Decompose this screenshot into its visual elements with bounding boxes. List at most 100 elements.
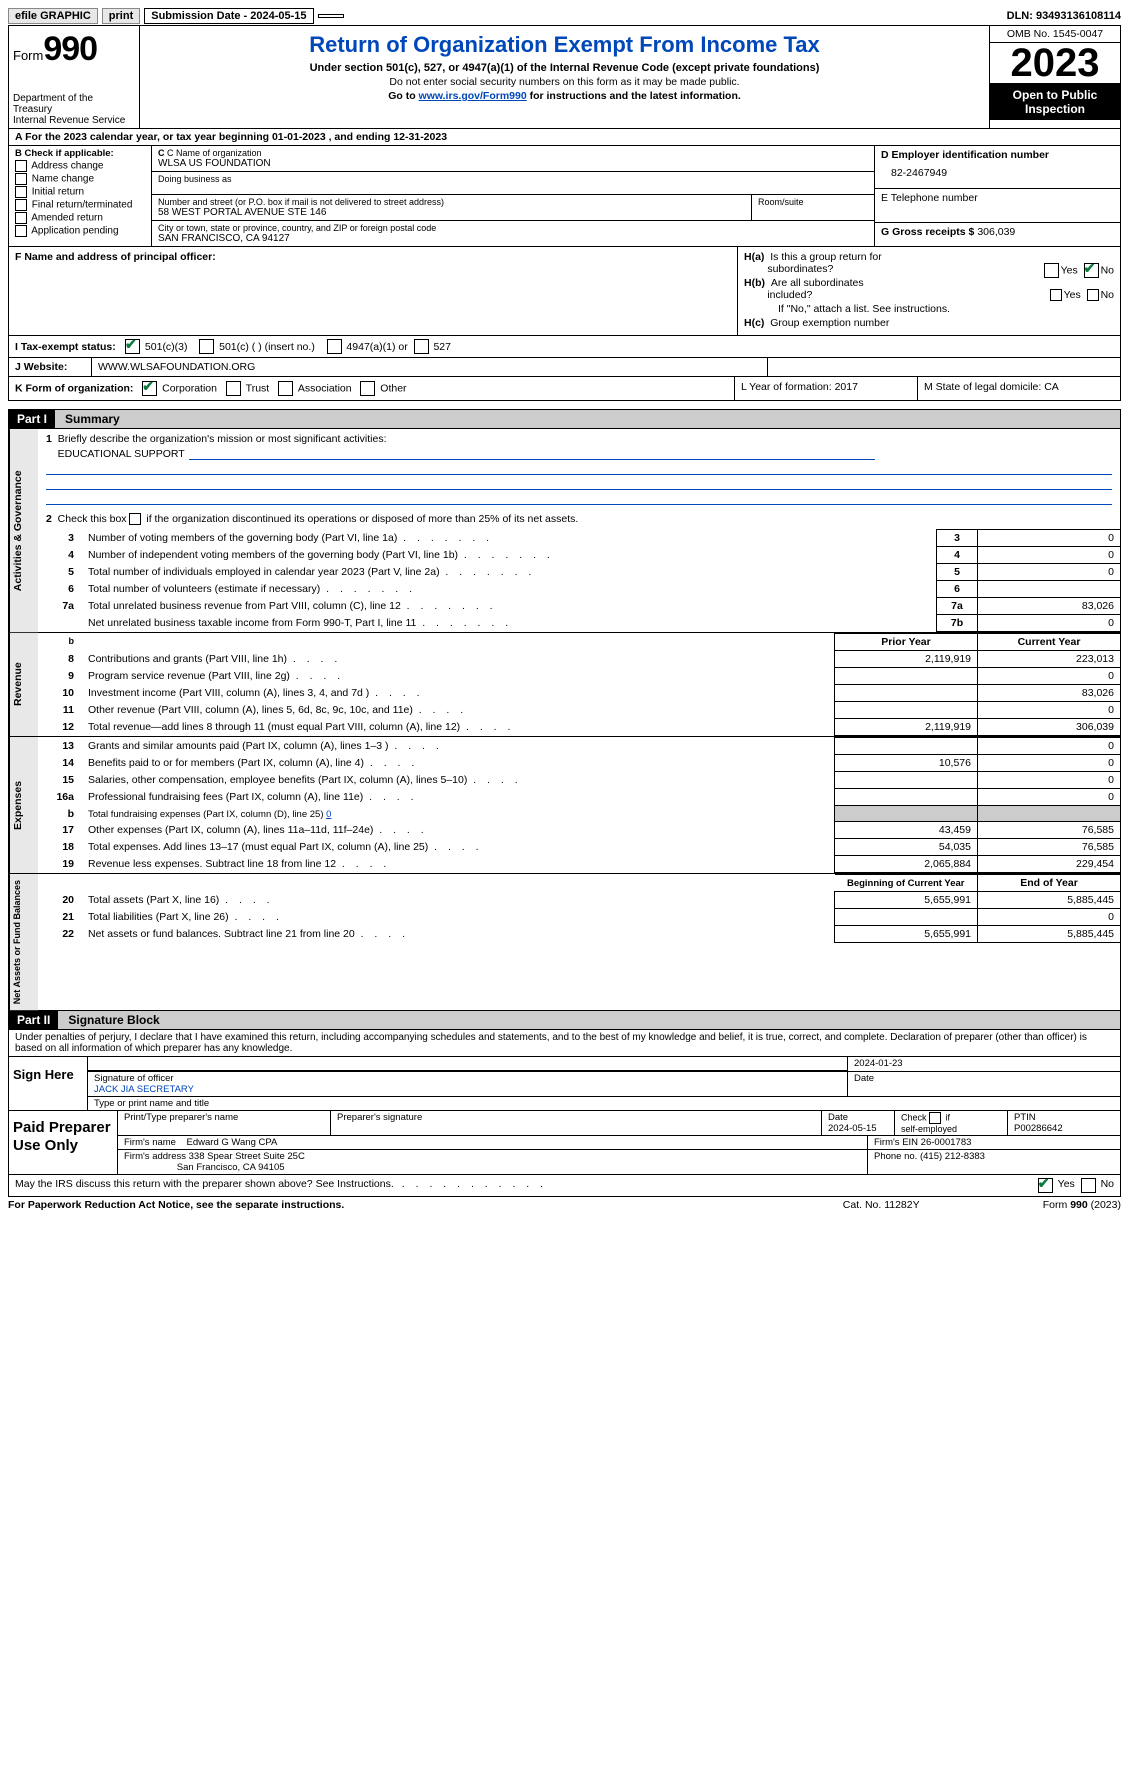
other-checkbox[interactable] bbox=[360, 381, 375, 396]
prep-sig-lbl: Preparer's signature bbox=[331, 1111, 822, 1135]
box-b-title: B Check if applicable: bbox=[15, 148, 145, 159]
box-c-addr: Number and street (or P.O. box if mail i… bbox=[152, 195, 874, 221]
form-title: Return of Organization Exempt From Incom… bbox=[146, 32, 983, 58]
submission-date: Submission Date - 2024-05-15 bbox=[144, 8, 313, 24]
hc-lbl: Group exemption number bbox=[770, 317, 889, 329]
netassets-table: Beginning of Current YearEnd of Year20To… bbox=[38, 874, 1120, 943]
other-lbl: Other bbox=[380, 382, 406, 394]
gross-lbl: G Gross receipts $ bbox=[881, 226, 974, 238]
row-k-lbl: K Form of organization: bbox=[15, 382, 133, 394]
row-a-tax-year: A For the 2023 calendar year, or tax yea… bbox=[8, 129, 1121, 146]
paid-preparer-block: Paid Preparer Use Only Print/Type prepar… bbox=[8, 1111, 1121, 1175]
dots: . . . . . . . . . . . bbox=[394, 1178, 1038, 1193]
paid-preparer-lbl: Paid Preparer Use Only bbox=[9, 1111, 118, 1174]
boxb-checkbox[interactable] bbox=[15, 186, 27, 198]
firm-addr2: San Francisco, CA 94105 bbox=[177, 1162, 285, 1173]
dba-lbl: Doing business as bbox=[158, 174, 868, 184]
efile-button[interactable]: efile GRAPHIC bbox=[8, 8, 98, 24]
irs-link[interactable]: www.irs.gov/Form990 bbox=[419, 90, 527, 102]
527-checkbox[interactable] bbox=[414, 339, 429, 354]
prep-date-val: 2024-05-15 bbox=[828, 1123, 877, 1134]
part2-title: Signature Block bbox=[58, 1011, 1120, 1029]
vtab-activities: Activities & Governance bbox=[9, 429, 38, 632]
vtab-expenses: Expenses bbox=[9, 737, 38, 873]
501c-checkbox[interactable] bbox=[199, 339, 214, 354]
boxb-checkbox[interactable] bbox=[15, 225, 27, 237]
entity-info-grid: B Check if applicable: Address change Na… bbox=[8, 146, 1121, 247]
table-row: Net unrelated business taxable income fr… bbox=[38, 615, 1120, 632]
ptin-lbl: PTIN bbox=[1014, 1112, 1036, 1123]
part1-header: Part I Summary bbox=[8, 409, 1121, 429]
irs-discuss-row: May the IRS discuss this return with the… bbox=[8, 1175, 1121, 1197]
form-ref: Form 990 (2023) bbox=[1043, 1199, 1121, 1211]
sig-officer-lbl: Signature of officer bbox=[94, 1073, 174, 1084]
501c3-checkbox[interactable] bbox=[125, 339, 140, 354]
table-row: 15Salaries, other compensation, employee… bbox=[38, 772, 1120, 789]
row-a-text: A For the 2023 calendar year, or tax yea… bbox=[15, 131, 447, 143]
discuss-yes-checkbox[interactable] bbox=[1038, 1178, 1053, 1193]
form-label: Form bbox=[13, 48, 43, 63]
officer-name[interactable]: JACK JIA SECRETARY bbox=[94, 1084, 194, 1095]
row-m: M State of legal domicile: CA bbox=[918, 377, 1120, 400]
table-row: 21Total liabilities (Part X, line 26) . … bbox=[38, 909, 1120, 926]
ha-yes-checkbox[interactable] bbox=[1044, 263, 1059, 278]
vtab-netassets: Net Assets or Fund Balances bbox=[9, 874, 38, 1010]
instr-text: for instructions and the latest informat… bbox=[527, 90, 741, 102]
row-j-lbl: J Website: bbox=[9, 358, 92, 376]
row-f-h: F Name and address of principal officer:… bbox=[8, 247, 1121, 336]
line1-desc: 1 Briefly describe the organization's mi… bbox=[38, 429, 1120, 509]
boxb-checkbox[interactable] bbox=[15, 199, 27, 211]
boxb-checkbox[interactable] bbox=[15, 160, 27, 172]
part1-hdr-label: Part I bbox=[9, 410, 55, 428]
boxb-checkbox[interactable] bbox=[15, 212, 27, 224]
no-lbl: No bbox=[1101, 264, 1114, 276]
firm-ein-lbl: Firm's EIN bbox=[874, 1137, 918, 1148]
ha-no-checkbox[interactable] bbox=[1084, 263, 1099, 278]
revenue-table: bPrior YearCurrent Year8Contributions an… bbox=[38, 633, 1120, 736]
row-j: J Website: WWW.WLSAFOUNDATION.ORG bbox=[8, 358, 1121, 377]
date-lbl: Date bbox=[848, 1072, 1120, 1096]
hb-yes-checkbox[interactable] bbox=[1050, 289, 1062, 301]
org-name: WLSA US FOUNDATION bbox=[158, 158, 868, 169]
line2-checkbox[interactable] bbox=[129, 513, 141, 525]
table-row: 8Contributions and grants (Part VIII, li… bbox=[38, 651, 1120, 668]
box-d-ein: D Employer identification number 82-2467… bbox=[875, 146, 1120, 189]
part1-activities: Activities & Governance 1 Briefly descri… bbox=[8, 429, 1121, 633]
501c-lbl: 501(c) ( ) (insert no.) bbox=[219, 341, 315, 353]
city-val: SAN FRANCISCO, CA 94127 bbox=[158, 233, 868, 244]
paperwork-notice: For Paperwork Reduction Act Notice, see … bbox=[8, 1199, 843, 1211]
self-emp-checkbox[interactable] bbox=[929, 1112, 941, 1124]
box-c-city: City or town, state or province, country… bbox=[152, 221, 874, 246]
527-lbl: 527 bbox=[433, 341, 451, 353]
table-row: 12Total revenue—add lines 8 through 11 (… bbox=[38, 719, 1120, 736]
boxb-checkbox[interactable] bbox=[15, 173, 27, 185]
top-toolbar: efile GRAPHIC print Submission Date - 20… bbox=[8, 8, 1121, 26]
page-footer: For Paperwork Reduction Act Notice, see … bbox=[8, 1197, 1121, 1213]
print-button[interactable]: print bbox=[102, 8, 140, 24]
ein-val: 82-2467949 bbox=[881, 161, 1114, 185]
firm-addr-lbl: Firm's address bbox=[124, 1151, 186, 1162]
dept-label: Department of the Treasury Internal Reve… bbox=[13, 93, 133, 126]
discuss-yes: Yes bbox=[1058, 1178, 1075, 1193]
trust-checkbox[interactable] bbox=[226, 381, 241, 396]
box-g-gross: G Gross receipts $ 306,039 bbox=[875, 223, 1120, 241]
vtab-revenue: Revenue bbox=[9, 633, 38, 736]
firm-ein: 26-0001783 bbox=[921, 1137, 972, 1148]
4947-checkbox[interactable] bbox=[327, 339, 342, 354]
table-row: 13Grants and similar amounts paid (Part … bbox=[38, 738, 1120, 755]
row-i: I Tax-exempt status: 501(c)(3) 501(c) ( … bbox=[8, 336, 1121, 358]
prep-name-lbl: Print/Type preparer's name bbox=[118, 1111, 331, 1135]
l1-lbl: Briefly describe the organization's miss… bbox=[58, 433, 387, 445]
part1-revenue: Revenue bPrior YearCurrent Year8Contribu… bbox=[8, 633, 1121, 737]
corp-checkbox[interactable] bbox=[142, 381, 157, 396]
table-row: 9Program service revenue (Part VIII, lin… bbox=[38, 668, 1120, 685]
hb-no-checkbox[interactable] bbox=[1087, 289, 1099, 301]
name-lbl: C Name of organization bbox=[167, 148, 262, 158]
table-row: 14Benefits paid to or for members (Part … bbox=[38, 755, 1120, 772]
table-row: 17Other expenses (Part IX, column (A), l… bbox=[38, 822, 1120, 839]
discuss-no-checkbox[interactable] bbox=[1081, 1178, 1096, 1193]
assoc-checkbox[interactable] bbox=[278, 381, 293, 396]
table-row: 18Total expenses. Add lines 13–17 (must … bbox=[38, 839, 1120, 856]
sign-here-block: Sign Here 2024-01-23 Signature of office… bbox=[8, 1057, 1121, 1111]
tel-lbl: E Telephone number bbox=[881, 192, 1114, 204]
